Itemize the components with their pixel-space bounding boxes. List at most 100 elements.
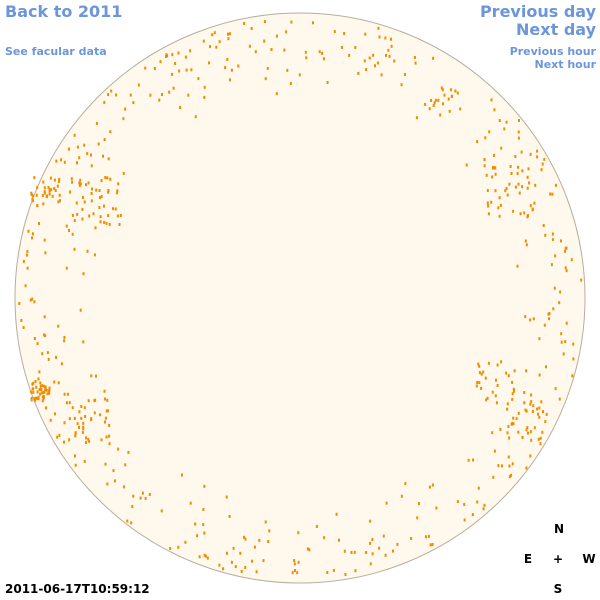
- next-day-link[interactable]: Next day: [516, 20, 596, 39]
- facular-dot: [189, 501, 192, 505]
- facular-dot: [270, 48, 273, 51]
- facular-dot: [518, 119, 520, 122]
- facular-dot: [203, 553, 206, 557]
- facular-dot: [117, 182, 120, 186]
- facular-dot: [82, 195, 84, 199]
- facular-dot: [105, 435, 108, 439]
- previous-hour-link[interactable]: Previous hour: [509, 45, 596, 58]
- facular-dot: [194, 115, 197, 119]
- facular-dot: [18, 302, 21, 305]
- facular-dot: [486, 189, 489, 192]
- facular-dot: [56, 435, 59, 439]
- facular-dot: [532, 404, 535, 408]
- facular-dot: [507, 425, 510, 428]
- facular-dot: [228, 515, 231, 518]
- back-link[interactable]: Back to 2011: [5, 2, 123, 21]
- facular-dot: [571, 374, 574, 378]
- facular-dot: [517, 136, 520, 140]
- facular-dot: [230, 560, 233, 564]
- facular-dot: [36, 390, 39, 394]
- facular-dot: [525, 243, 528, 247]
- facular-dot: [104, 420, 106, 424]
- facular-dot: [209, 45, 211, 49]
- facular-dot: [318, 50, 321, 54]
- facular-dot: [431, 483, 434, 487]
- facular-dot: [541, 162, 544, 166]
- facular-dot: [174, 62, 177, 65]
- facular-dot: [35, 193, 38, 197]
- facular-dot: [523, 401, 526, 405]
- facular-dot: [114, 479, 116, 483]
- facular-dot: [81, 431, 84, 434]
- facular-dot: [57, 324, 60, 328]
- facular-dot: [478, 381, 481, 385]
- facular-dot: [433, 101, 436, 105]
- facular-dot: [215, 45, 218, 49]
- facular-dot: [79, 178, 82, 182]
- facular-dot: [484, 376, 487, 380]
- facular-dot: [564, 266, 567, 270]
- facular-dot: [393, 59, 396, 63]
- facular-dot: [60, 362, 63, 366]
- facular-dot: [312, 21, 314, 25]
- facular-dot: [87, 437, 90, 441]
- facular-dot: [565, 321, 568, 325]
- facular-dot: [34, 398, 37, 402]
- facular-dot: [88, 214, 91, 218]
- facular-dot: [480, 372, 483, 376]
- facular-dot: [529, 430, 532, 434]
- facular-dot: [294, 569, 296, 572]
- facular-dot: [106, 482, 109, 486]
- facular-dot: [539, 442, 542, 446]
- facular-dot: [222, 567, 225, 571]
- facular-dot: [248, 44, 251, 48]
- facular-dot: [432, 104, 435, 107]
- facular-dot: [524, 315, 527, 319]
- facular-link[interactable]: See facular data: [5, 45, 107, 58]
- facular-dot: [483, 164, 486, 168]
- next-hour-link[interactable]: Next hour: [534, 58, 597, 71]
- facular-dot: [97, 142, 100, 146]
- facular-dot: [31, 387, 34, 391]
- facular-dot: [499, 203, 502, 207]
- facular-dot: [204, 554, 207, 558]
- facular-dot: [552, 307, 555, 311]
- facular-dot: [39, 381, 42, 385]
- facular-dot: [485, 398, 488, 402]
- facular-dot: [106, 176, 109, 180]
- facular-dot: [544, 233, 547, 237]
- facular-dot: [78, 181, 81, 185]
- facular-dot: [286, 68, 289, 72]
- facular-dot: [82, 425, 85, 429]
- facular-dot: [491, 175, 494, 179]
- facular-dot: [34, 380, 37, 383]
- facular-dot: [203, 95, 206, 99]
- facular-dot: [39, 384, 42, 388]
- facular-dot: [43, 384, 46, 388]
- facular-dot: [41, 391, 44, 395]
- facular-dot: [253, 545, 256, 549]
- facular-dot: [518, 191, 521, 195]
- facular-dot: [43, 390, 46, 394]
- facular-dot: [42, 202, 45, 206]
- facular-dot: [250, 27, 253, 30]
- facular-dot: [400, 83, 403, 87]
- facular-dot: [547, 312, 550, 316]
- facular-dot: [296, 571, 299, 575]
- facular-dot: [95, 374, 97, 378]
- facular-dot: [491, 390, 494, 394]
- facular-dot: [73, 219, 76, 222]
- facular-dot: [60, 158, 63, 162]
- facular-dot: [108, 434, 110, 438]
- facular-dot: [497, 206, 500, 210]
- facular-dot: [456, 500, 459, 504]
- facular-dot: [103, 389, 106, 393]
- facular-dot: [276, 34, 278, 38]
- facular-dot: [285, 30, 288, 34]
- facular-dot: [369, 562, 372, 566]
- facular-dot: [487, 361, 490, 365]
- facular-dot: [343, 549, 346, 553]
- facular-dot: [197, 77, 200, 81]
- previous-day-link[interactable]: Previous day: [479, 2, 596, 21]
- facular-dot: [37, 377, 40, 381]
